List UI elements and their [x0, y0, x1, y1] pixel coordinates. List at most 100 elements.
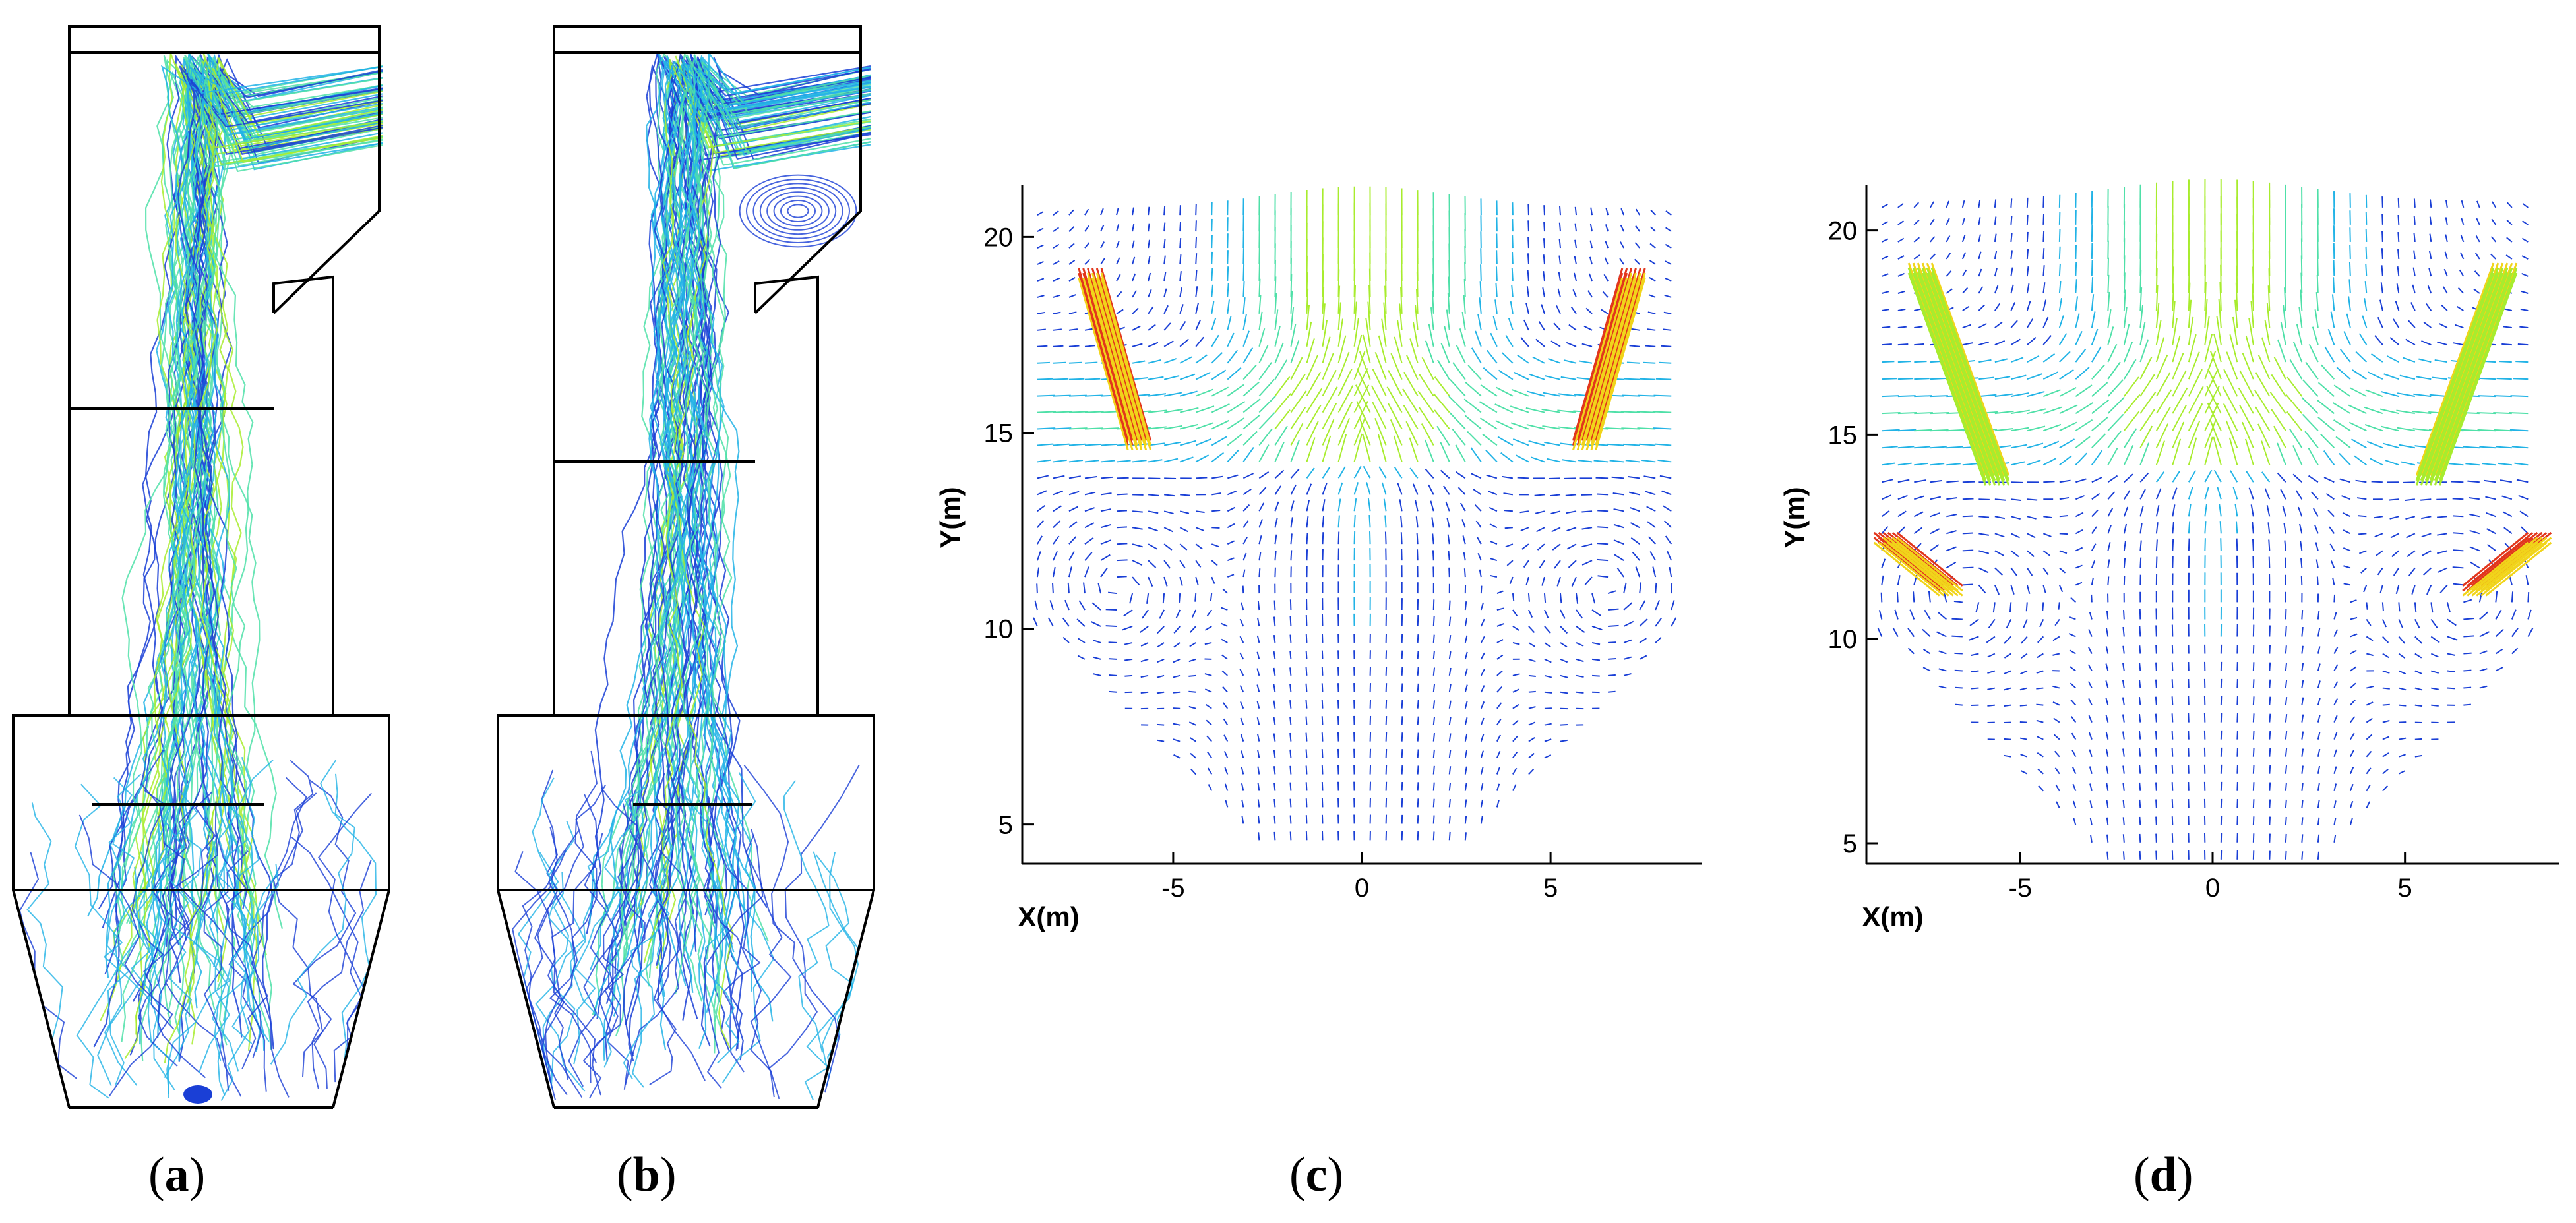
velocity-vector: [1528, 642, 1535, 647]
velocity-vector: [1495, 420, 1514, 430]
velocity-vector: [1163, 239, 1166, 249]
velocity-vector: [2021, 636, 2028, 644]
velocity-vector: [1881, 525, 1889, 534]
velocity-vector: [1946, 218, 1950, 225]
velocity-vector: [2042, 248, 2045, 260]
jet-vector: [1590, 268, 1641, 441]
velocity-vector: [2075, 330, 2083, 345]
velocity-vector: [2004, 687, 2011, 691]
velocity-vector: [2452, 549, 2464, 552]
velocity-vector: [2058, 602, 2060, 610]
velocity-vector: [2172, 335, 2181, 363]
velocity-vector: [2304, 431, 2319, 448]
velocity-vector: [2419, 481, 2432, 483]
velocity-vector: [1528, 626, 1535, 633]
velocity-vector: [1068, 475, 1081, 479]
velocity-vector: [2343, 331, 2351, 345]
velocity-vector: [1211, 576, 1215, 584]
streamline: [121, 69, 383, 1042]
velocity-vector: [1242, 415, 1260, 430]
velocity-vector: [1962, 287, 1969, 294]
velocity-vector: [2155, 816, 2157, 825]
velocity-vector: [1455, 471, 1466, 479]
velocity-vector: [1337, 683, 1339, 692]
velocity-vector: [2171, 731, 2174, 740]
velocity-vector: [1634, 258, 1640, 265]
velocity-vector: [2123, 523, 2128, 534]
velocity-vector: [2223, 369, 2238, 397]
velocity-vector: [2363, 585, 2368, 593]
velocity-vector: [1978, 584, 1986, 594]
jet-vector: [1095, 272, 1148, 446]
velocity-vector: [1914, 361, 1927, 363]
vector-plot-panel-d: -5 0 5 5 10 15 20 X(m) Y(m): [1781, 152, 2572, 963]
velocity-vector: [1353, 498, 1357, 512]
velocity-vector: [1415, 500, 1419, 512]
velocity-vector: [1946, 235, 1951, 243]
velocity-vector: [1053, 378, 1069, 380]
velocity-vector: [2382, 719, 2390, 723]
velocity-vector: [1512, 735, 1518, 742]
velocity-vector: [2204, 368, 2219, 397]
velocity-vector: [1954, 652, 1963, 655]
velocity-vector: [2398, 653, 2406, 659]
velocity-vector: [1528, 440, 1545, 446]
velocity-vector: [1390, 419, 1403, 446]
velocity-vector: [2366, 686, 2374, 689]
velocity-vector: [1517, 354, 1529, 364]
velocity-vector: [1148, 342, 1159, 347]
velocity-vector: [1440, 342, 1450, 364]
velocity-vector: [2075, 582, 2083, 586]
velocity-vector: [1139, 626, 1149, 633]
velocity-vector: [1290, 468, 1300, 479]
x-tick-label: 5: [1543, 874, 1558, 903]
velocity-vector: [1449, 412, 1466, 430]
velocity-vector: [1084, 475, 1097, 479]
streamline: [115, 54, 383, 904]
velocity-vector: [1239, 652, 1244, 660]
velocity-vector: [1401, 814, 1403, 824]
velocity-vector: [2381, 391, 2399, 398]
velocity-vector: [1409, 437, 1419, 462]
velocity-vector: [2107, 447, 2118, 465]
caption-d-open: (: [2133, 1148, 2150, 1202]
velocity-vector: [1897, 526, 1906, 535]
jet-vector: [2424, 262, 2504, 476]
caption-c: (c): [1289, 1147, 1343, 1203]
velocity-vector: [1322, 303, 1326, 330]
velocity-vector: [1436, 425, 1450, 446]
velocity-vector: [1581, 560, 1593, 566]
velocity-vector: [2317, 765, 2321, 774]
velocity-vector: [2089, 611, 2093, 620]
velocity-vector: [1227, 433, 1242, 446]
velocity-vector: [2055, 784, 2060, 792]
velocity-vector: [1913, 543, 1922, 552]
velocity-vector: [1525, 576, 1529, 585]
velocity-vector: [2004, 738, 2011, 740]
velocity-vector: [1946, 514, 1957, 518]
velocity-vector: [2071, 732, 2077, 740]
velocity-vector: [1068, 226, 1075, 232]
velocity-vector: [1946, 561, 1957, 569]
velocity-vector: [2376, 550, 2383, 556]
velocity-vector: [1393, 435, 1403, 462]
velocity-vector: [1512, 593, 1515, 601]
velocity-vector: [1924, 609, 1931, 620]
velocity-vector: [2333, 664, 2339, 672]
velocity-vector: [1084, 491, 1096, 496]
velocity-vector: [1452, 428, 1466, 446]
velocity-vector: [1241, 750, 1244, 758]
velocity-vector: [2188, 351, 2200, 380]
streamline: [190, 63, 383, 934]
velocity-vector: [2358, 333, 2368, 345]
velocity-vector: [2331, 294, 2335, 311]
velocity-vector: [1353, 401, 1368, 429]
velocity-vector: [2036, 687, 2044, 690]
velocity-vector: [1434, 409, 1450, 430]
velocity-vector: [1068, 566, 1072, 578]
velocity-vector: [2105, 748, 2109, 757]
velocity-vector: [2089, 749, 2093, 757]
jet-vector: [2424, 268, 2504, 481]
jet-vector: [1887, 541, 1954, 597]
